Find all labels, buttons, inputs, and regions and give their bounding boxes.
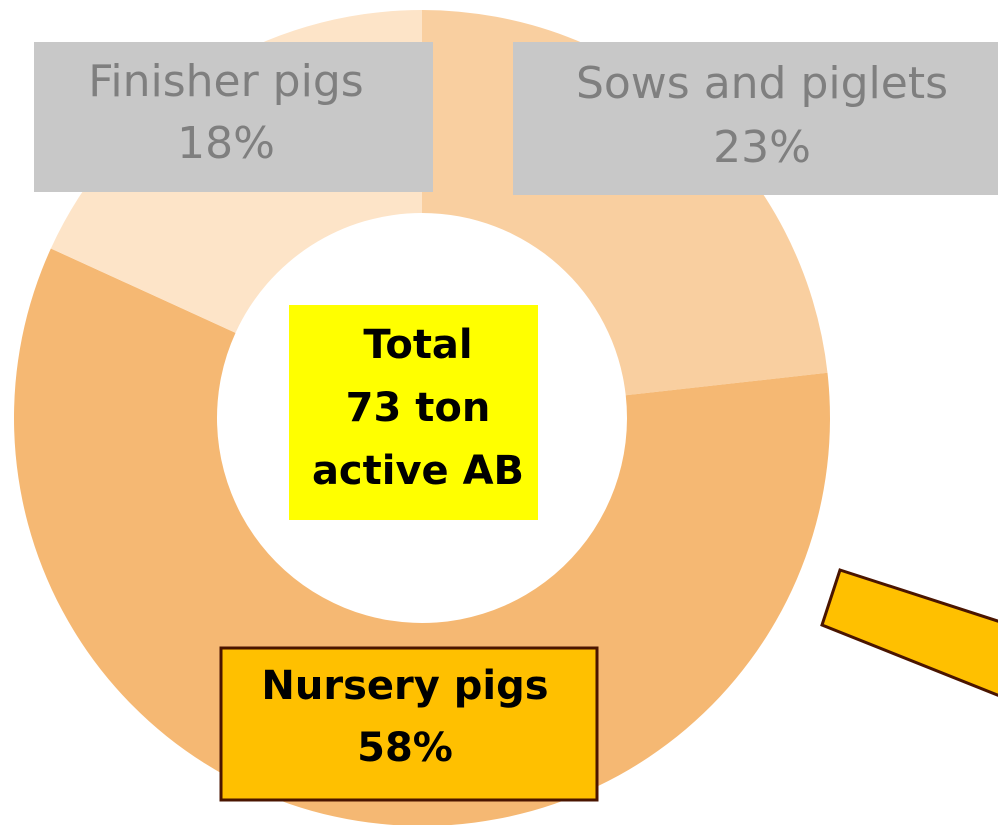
slice-label: Nursery pigs xyxy=(261,663,548,709)
donut-slice xyxy=(14,248,830,825)
arrow xyxy=(820,568,998,697)
slice-value-label: 58% xyxy=(357,725,453,771)
slice-label: Finisher pigs xyxy=(88,56,363,107)
center-box xyxy=(289,305,538,520)
center-text: active AB xyxy=(312,448,524,494)
slice-value-label: 23% xyxy=(713,122,811,173)
slice-label: Sows and piglets xyxy=(576,58,948,109)
center-text: 73 ton xyxy=(346,385,491,431)
label-box xyxy=(513,42,998,195)
center-text: Total xyxy=(363,322,472,368)
slice-value-label: 18% xyxy=(177,118,275,169)
label-box xyxy=(34,42,433,192)
label-box xyxy=(219,646,599,802)
